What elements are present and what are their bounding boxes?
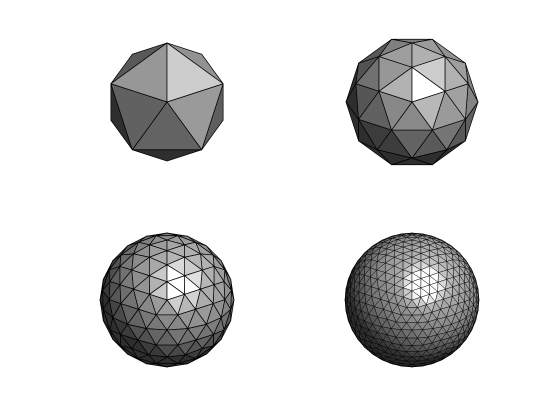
mesh-face <box>110 83 168 151</box>
mesh-face <box>149 293 168 316</box>
mesh-face <box>402 296 413 308</box>
mesh-face <box>166 42 224 103</box>
mesh-face <box>166 281 185 301</box>
mesh-face <box>131 149 203 162</box>
mesh-face <box>411 66 446 103</box>
mesh-icosahedron <box>110 42 224 162</box>
mesh-geodesic-sphere-level-3 <box>344 232 480 368</box>
mesh-geodesic-sphere-level-1 <box>345 38 479 166</box>
mesh-face <box>378 90 413 131</box>
mesh-geodesic-sphere-level-2 <box>99 232 235 368</box>
mesh-face <box>411 290 422 301</box>
